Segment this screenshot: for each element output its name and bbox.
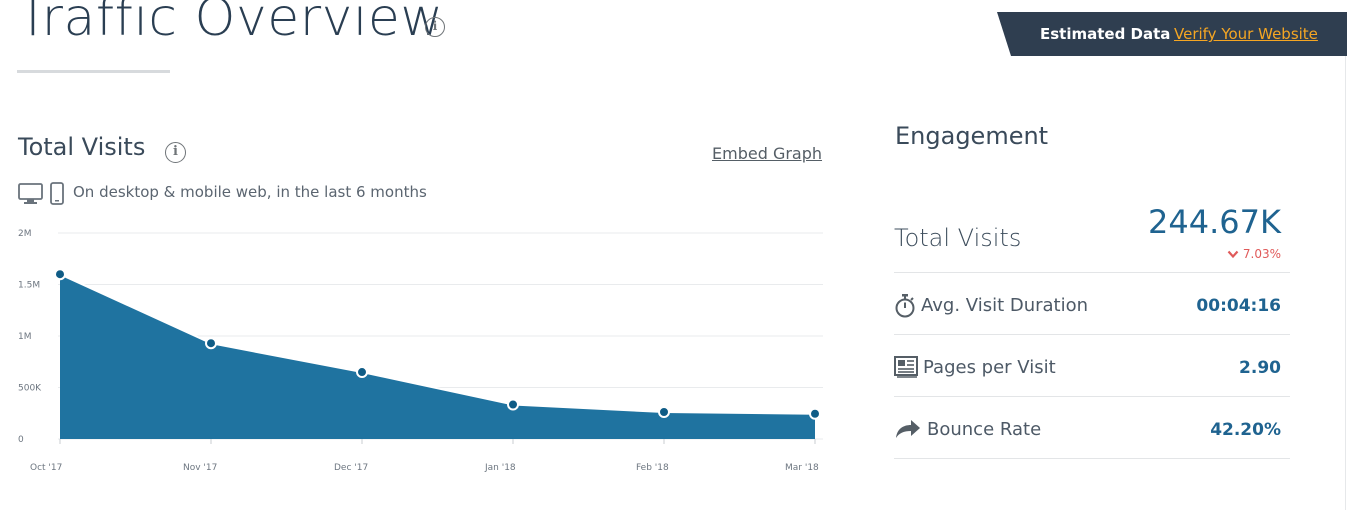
y-tick-label: 1M: [18, 332, 32, 342]
x-tick-label: Feb '18: [636, 463, 669, 473]
title-underline: [17, 70, 170, 73]
data-point: [507, 398, 519, 411]
estimated-data-label: Estimated Data: [1040, 25, 1171, 43]
metric-pages-per-visit: Pages per Visit 2.90: [894, 348, 1281, 388]
total-visits-value: 244.67K: [1148, 203, 1281, 241]
desktop-icon: [18, 183, 43, 204]
series-area: [60, 274, 815, 439]
data-point: [658, 406, 670, 419]
divider: [894, 458, 1290, 459]
x-tick-label: Mar '18: [785, 463, 819, 473]
metric-label: Avg. Visit Duration: [921, 295, 1089, 316]
metric-value: 2.90: [1239, 358, 1281, 378]
metric-label: Bounce Rate: [927, 419, 1042, 440]
total-visits-label: Total Visits: [894, 224, 1022, 252]
divider: [894, 272, 1290, 273]
page-title: Traffic Overview: [17, 0, 444, 48]
x-tick-label: Nov '17: [183, 463, 217, 473]
x-tick-label: Dec '17: [334, 463, 368, 473]
metric-bounce-rate: Bounce Rate 42.20%: [894, 410, 1281, 450]
divider: [894, 396, 1290, 397]
y-tick-label: 1.5M: [18, 281, 40, 291]
metric-value: 00:04:16: [1196, 296, 1281, 316]
metric-value: 42.20%: [1210, 420, 1281, 440]
total-visits-chart: 0 500K 1M 1.5M 2M Oct '17 Nov '17 Dec '17 Jan '1…: [18, 229, 823, 473]
embed-graph-link[interactable]: Embed Graph: [712, 144, 823, 163]
data-point: [54, 268, 66, 281]
data-point: [205, 337, 217, 350]
estimated-data-banner: Estimated Data Verify Your Website: [997, 12, 1347, 56]
total-visits-title: Total Visits: [18, 133, 146, 161]
verify-website-link[interactable]: Verify Your Website: [1174, 25, 1318, 43]
total-visits-change-value: 7.03%: [1242, 247, 1281, 261]
data-point: [356, 366, 368, 379]
x-tick-label: Jan '18: [484, 463, 516, 473]
chart-subtitle: On desktop & mobile web, in the last 6 m…: [73, 183, 427, 201]
metric-avg-visit-duration: Avg. Visit Duration 00:04:16: [894, 286, 1281, 326]
metric-label: Pages per Visit: [923, 357, 1056, 378]
stopwatch-icon: [895, 294, 915, 318]
y-tick-label: 500K: [18, 384, 42, 394]
data-point: [809, 407, 821, 420]
mobile-icon: [50, 182, 64, 205]
info-icon[interactable]: i: [425, 17, 445, 37]
y-tick-label: 2M: [18, 229, 32, 239]
series-line: [59, 273, 816, 415]
total-visits-change: 7.03%: [1227, 247, 1281, 261]
divider: [894, 334, 1290, 335]
chevron-down-icon: [1227, 250, 1239, 259]
panel-border: [1345, 56, 1346, 510]
pages-icon: [894, 356, 918, 378]
info-icon[interactable]: i: [165, 142, 186, 163]
x-tick-label: Oct '17: [30, 463, 62, 473]
y-tick-label: 0: [18, 435, 24, 445]
engagement-title: Engagement: [895, 122, 1049, 150]
bounce-arrow-icon: [896, 420, 920, 438]
